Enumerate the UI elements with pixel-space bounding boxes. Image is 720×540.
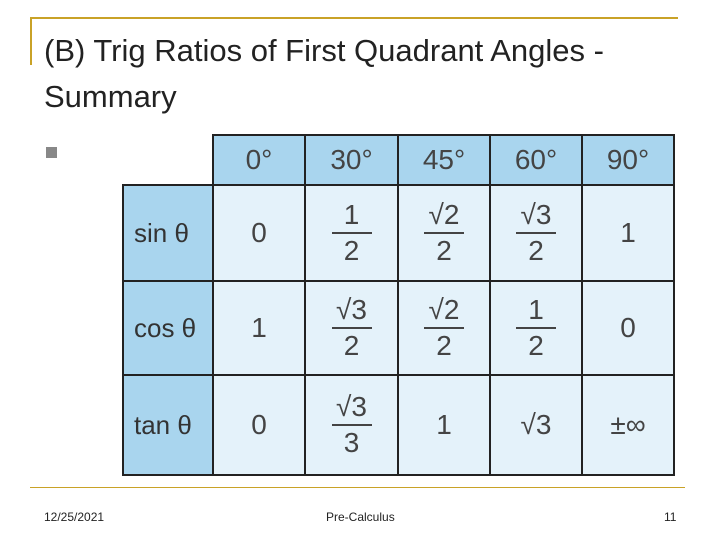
fraction: √2 2 bbox=[424, 295, 464, 361]
slide-title: (B) Trig Ratios of First Quadrant Angles… bbox=[44, 33, 604, 114]
fraction-bar bbox=[516, 327, 556, 329]
column-header: 0° bbox=[212, 134, 306, 186]
cell-fraction: √3 2 bbox=[304, 280, 399, 376]
row-label: tan θ bbox=[122, 374, 214, 476]
cell-fraction: √3 2 bbox=[489, 184, 583, 282]
denominator: 2 bbox=[528, 235, 544, 266]
cell-fraction: √3 3 bbox=[304, 374, 399, 476]
fraction-bar bbox=[331, 327, 372, 329]
cell-value: ±∞ bbox=[581, 374, 675, 476]
numerator: √3 bbox=[336, 294, 367, 325]
fraction: √3 2 bbox=[331, 294, 372, 361]
fraction-bar bbox=[424, 232, 464, 234]
rule-left bbox=[30, 17, 32, 65]
column-header: 60° bbox=[489, 134, 583, 186]
fraction-bar bbox=[516, 232, 556, 234]
cell-value: 0 bbox=[212, 374, 306, 476]
footer-course: Pre-Calculus bbox=[326, 510, 395, 524]
cell-value: 0 bbox=[212, 184, 306, 282]
column-header: 45° bbox=[397, 134, 491, 186]
fraction-bar bbox=[424, 327, 464, 329]
cell-value: 1 bbox=[212, 280, 306, 376]
row-label: sin θ bbox=[122, 184, 214, 282]
rule-top bbox=[30, 17, 678, 19]
denominator: 2 bbox=[343, 235, 360, 266]
fraction: √2 2 bbox=[424, 200, 464, 266]
column-header: 90° bbox=[581, 134, 675, 186]
denominator: 2 bbox=[343, 330, 360, 361]
fraction: √3 3 bbox=[331, 391, 372, 458]
cell-value: 0 bbox=[581, 280, 675, 376]
fraction-bar bbox=[331, 232, 372, 234]
denominator: 2 bbox=[436, 235, 452, 266]
cell-value: 1 bbox=[581, 184, 675, 282]
denominator: 3 bbox=[343, 427, 360, 458]
numerator: √3 bbox=[336, 391, 367, 422]
numerator: √3 bbox=[520, 199, 552, 230]
column-header: 30° bbox=[304, 134, 399, 186]
footer-date: 12/25/2021 bbox=[44, 510, 105, 524]
fraction-bar bbox=[331, 424, 372, 426]
numerator: 1 bbox=[343, 199, 360, 230]
cell-value: √3 bbox=[489, 374, 583, 476]
bullet bbox=[46, 147, 57, 158]
denominator: 2 bbox=[436, 330, 452, 361]
numerator: √2 bbox=[428, 199, 460, 230]
fraction: √3 2 bbox=[516, 200, 556, 266]
footer-page: 11 bbox=[664, 510, 677, 524]
cell-fraction: √2 2 bbox=[397, 280, 491, 376]
cell-value: 1 bbox=[397, 374, 491, 476]
rule-bottom bbox=[30, 487, 685, 488]
numerator: 1 bbox=[528, 294, 544, 325]
denominator: 2 bbox=[528, 330, 544, 361]
numerator: √2 bbox=[428, 294, 460, 325]
row-label: cos θ bbox=[122, 280, 214, 376]
cell-fraction: √2 2 bbox=[397, 184, 491, 282]
